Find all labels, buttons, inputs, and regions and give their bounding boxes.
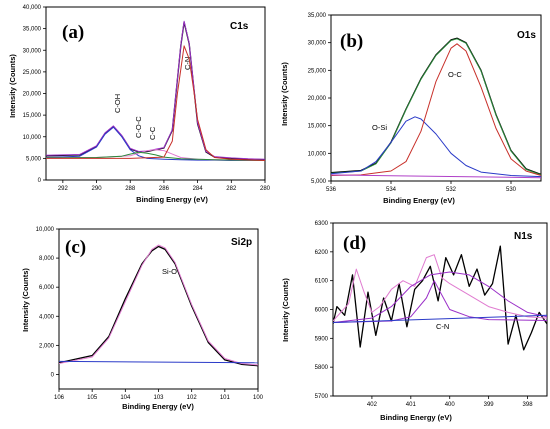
panel-b-ytick-label: 5,000 bbox=[311, 179, 327, 185]
panel-a-ylabel: Intensity (Counts) bbox=[8, 54, 17, 118]
panel-b-ytick-label: 10,000 bbox=[308, 151, 327, 157]
panel-d-ytick-label: 6100 bbox=[315, 279, 329, 285]
panel-d-series-0-line bbox=[333, 245, 547, 351]
panel-a-ytick-label: 20,000 bbox=[23, 92, 42, 98]
panel-d: (d) N1s Binding Energy (eV) Intensity (C… bbox=[281, 221, 548, 422]
panel-a-ytick-label: 15,000 bbox=[23, 113, 42, 119]
panel-b-series-1-line bbox=[331, 38, 541, 176]
panel-a-xtick-label: 292 bbox=[58, 186, 69, 192]
panel-d-series-1-line bbox=[333, 254, 547, 322]
panel-c-xtick-label: 104 bbox=[120, 395, 131, 401]
panel-a-letter: (a) bbox=[62, 22, 84, 43]
panel-b-series-2-line bbox=[331, 116, 541, 178]
panel-d-xtick-label: 400 bbox=[445, 402, 456, 408]
panel-b-xtick-label: 536 bbox=[326, 187, 337, 193]
panel-b-letter: (b) bbox=[340, 31, 363, 52]
panel-d-xlabel: Binding Energy (eV) bbox=[380, 413, 452, 422]
panel-b-annotation-osi: O-Si bbox=[372, 123, 387, 132]
panel-d-xtick-label: 398 bbox=[523, 402, 534, 408]
panel-b-xlabel: Binding Energy (eV) bbox=[383, 196, 455, 205]
panel-c-annotation-sio: Si-O bbox=[162, 267, 177, 276]
panel-b-title: O1s bbox=[517, 30, 536, 41]
panel-c-xlabel: Binding Energy (eV) bbox=[122, 402, 194, 411]
panel-a-xlabel: Binding Energy (eV) bbox=[136, 195, 208, 204]
panel-c-ytick-label: 4,000 bbox=[39, 314, 55, 320]
panel-b-ytick-label: 35,000 bbox=[308, 13, 327, 19]
panel-c-ytick-label: 6,000 bbox=[39, 285, 55, 291]
panel-c-xtick-label: 105 bbox=[87, 395, 98, 401]
panel-a-ytick-label: 10,000 bbox=[23, 135, 42, 141]
panel-a-ytick-label: 25,000 bbox=[23, 70, 42, 76]
panel-c-xtick-label: 100 bbox=[253, 395, 264, 401]
panel-b-series-0-line bbox=[331, 37, 541, 176]
panel-a-xtick-label: 288 bbox=[125, 186, 136, 192]
panel-d-series-2-line bbox=[333, 271, 547, 323]
panel-a-ytick-label: 30,000 bbox=[23, 48, 42, 54]
panel-c-letter: (c) bbox=[65, 237, 86, 258]
panel-b-ytick-label: 15,000 bbox=[308, 124, 327, 130]
panel-b-ytick-label: 30,000 bbox=[308, 41, 327, 47]
panel-a-series-4-line bbox=[46, 151, 265, 161]
panel-a-xtick-label: 290 bbox=[92, 186, 103, 192]
panel-d-xtick-label: 399 bbox=[484, 402, 495, 408]
panel-d-ylabel: Intensity (Counts) bbox=[281, 278, 290, 342]
panel-b-series-3-line bbox=[331, 43, 541, 176]
panel-d-annotation-cn: C-N bbox=[436, 322, 449, 331]
panel-d-series-3-line bbox=[333, 280, 547, 323]
panel-c-ylabel: Intensity (Counts) bbox=[21, 268, 30, 332]
panel-d-ytick-label: 5700 bbox=[315, 394, 329, 400]
panel-c-ytick-label: 2,000 bbox=[39, 343, 55, 349]
panel-a-xtick-label: 280 bbox=[260, 186, 271, 192]
panel-b-annotation-oc: O-C bbox=[448, 70, 462, 79]
panel-c-ytick-label: 10,000 bbox=[36, 227, 55, 233]
panel-b-xtick-label: 530 bbox=[506, 187, 517, 193]
panel-c-xtick-label: 106 bbox=[54, 395, 65, 401]
panel-c-ytick-label: 8,000 bbox=[39, 256, 55, 262]
panel-d-ytick-label: 6000 bbox=[315, 308, 329, 314]
panel-a-xtick-label: 286 bbox=[159, 186, 170, 192]
panel-a-title: C1s bbox=[230, 21, 249, 32]
panel-d-ytick-label: 5800 bbox=[315, 365, 329, 371]
panel-d-ytick-label: 5900 bbox=[315, 336, 329, 342]
panel-d-ytick-label: 6200 bbox=[315, 250, 329, 256]
panel-b-ylabel: Intensity (Counts) bbox=[280, 62, 289, 126]
panel-a-ytick-label: 0 bbox=[38, 178, 42, 184]
panel-c-title: Si2p bbox=[231, 237, 252, 248]
panel-c-xtick-label: 103 bbox=[153, 395, 164, 401]
panel-d-letter: (d) bbox=[343, 233, 366, 254]
panel-d-xtick-label: 401 bbox=[406, 402, 417, 408]
panel-c-xtick-label: 102 bbox=[187, 395, 198, 401]
panel-a-annotation-cn: C-N bbox=[183, 57, 192, 70]
panel-d-series-4-line bbox=[333, 314, 547, 323]
panel-b-xtick-label: 534 bbox=[386, 187, 397, 193]
panel-c: (c) Si2p Binding Energy (eV) Intensity (… bbox=[21, 227, 264, 411]
panel-d-xtick-label: 402 bbox=[367, 402, 378, 408]
panel-b-ytick-label: 25,000 bbox=[308, 68, 327, 74]
panel-a-series-5-line bbox=[46, 45, 265, 161]
panel-b-ytick-label: 20,000 bbox=[308, 96, 327, 102]
panel-c-series-2-line bbox=[59, 360, 258, 364]
panel-a-series-2-line bbox=[46, 126, 265, 161]
panel-b: (b) O1s Binding Energy (eV) Intensity (C… bbox=[280, 13, 542, 205]
panel-c-ytick-label: 0 bbox=[51, 372, 55, 378]
panel-a: (a) C1s Binding Energy (eV) Intensity (C… bbox=[8, 5, 271, 204]
panel-b-series-4-line bbox=[331, 174, 541, 179]
panel-a-annotation-cc: C-C bbox=[148, 126, 157, 140]
panel-c-series-0-line bbox=[59, 245, 258, 367]
panel-c-xtick-label: 101 bbox=[220, 395, 231, 401]
panel-a-ytick-label: 5,000 bbox=[26, 156, 42, 162]
panel-c-series-1-line bbox=[59, 244, 258, 366]
panel-a-annotation-coc: C-O-C bbox=[134, 116, 143, 138]
panel-a-ytick-label: 35,000 bbox=[23, 27, 42, 33]
panel-c-plot-frame bbox=[58, 228, 259, 390]
panel-a-xtick-label: 284 bbox=[193, 186, 204, 192]
panel-d-title: N1s bbox=[514, 231, 533, 242]
panel-b-xtick-label: 532 bbox=[446, 187, 457, 193]
panel-d-ytick-label: 6300 bbox=[315, 221, 329, 227]
panel-a-xtick-label: 282 bbox=[226, 186, 237, 192]
panel-a-ytick-label: 40,000 bbox=[23, 5, 42, 11]
panel-a-annotation-coh: C-OH bbox=[113, 94, 122, 113]
